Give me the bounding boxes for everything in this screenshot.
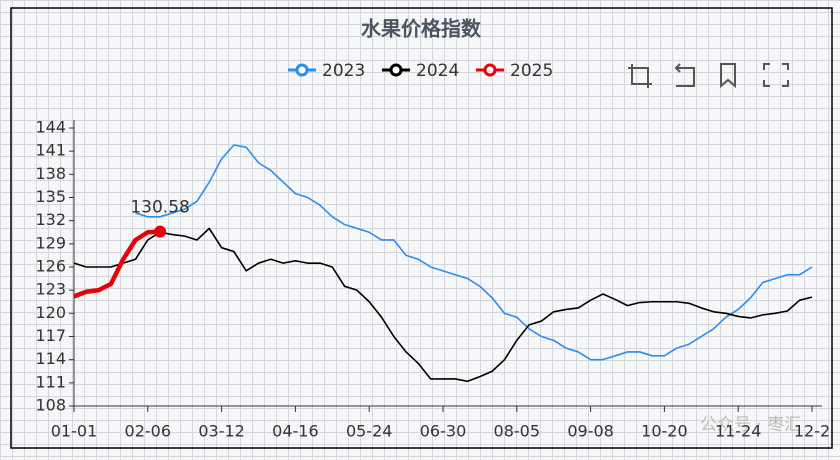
x-tick-label: 04-16 bbox=[272, 422, 319, 441]
y-tick-label: 123 bbox=[35, 280, 66, 299]
series-line bbox=[135, 144, 813, 361]
end-marker bbox=[154, 225, 167, 238]
x-tick-label: 03-12 bbox=[198, 422, 245, 441]
y-tick-label: 141 bbox=[35, 141, 66, 160]
y-tick-label: 126 bbox=[35, 257, 66, 276]
legend-label: 2025 bbox=[510, 61, 553, 81]
y-tick-label: 111 bbox=[35, 372, 66, 391]
legend-label: 2023 bbox=[322, 61, 365, 81]
y-tick-label: 144 bbox=[35, 118, 66, 137]
zoom-icon[interactable] bbox=[628, 64, 652, 88]
x-tick-label: 02-06 bbox=[125, 422, 172, 441]
legend-label: 2024 bbox=[416, 61, 459, 81]
x-tick-label: 05-24 bbox=[346, 422, 393, 441]
y-tick-label: 108 bbox=[35, 396, 66, 415]
fullscreen-icon[interactable] bbox=[763, 63, 789, 87]
y-tick-label: 117 bbox=[35, 326, 66, 345]
y-tick-label: 138 bbox=[35, 164, 66, 183]
legend-marker bbox=[295, 63, 309, 77]
legend-marker bbox=[483, 63, 497, 77]
y-tick-label: 132 bbox=[35, 210, 66, 229]
save-icon[interactable] bbox=[720, 63, 736, 89]
x-tick-label: 12-2 bbox=[794, 422, 830, 441]
toolbox[interactable] bbox=[628, 63, 789, 89]
y-tick-label: 135 bbox=[35, 187, 66, 206]
watermark: 公众号 · 枣汇 bbox=[700, 415, 801, 435]
y-tick-label: 114 bbox=[35, 349, 66, 368]
x-tick-label: 01-01 bbox=[51, 422, 98, 441]
legend-marker bbox=[389, 63, 403, 77]
y-tick-label: 120 bbox=[35, 303, 66, 322]
x-tick-label: 06-30 bbox=[420, 422, 467, 441]
x-tick-label: 09-08 bbox=[567, 422, 614, 441]
restore-icon[interactable] bbox=[674, 63, 695, 87]
chart-title: 水果价格指数 bbox=[361, 17, 482, 41]
series-line bbox=[73, 227, 813, 383]
data-label: 130.58 bbox=[130, 198, 189, 218]
y-tick-label: 129 bbox=[35, 233, 66, 252]
frame bbox=[10, 7, 833, 449]
x-tick-label: 08-05 bbox=[494, 422, 541, 441]
x-tick-label: 10-20 bbox=[641, 422, 688, 441]
x-tick-label: 11-24 bbox=[715, 422, 762, 441]
series-line bbox=[73, 229, 161, 299]
